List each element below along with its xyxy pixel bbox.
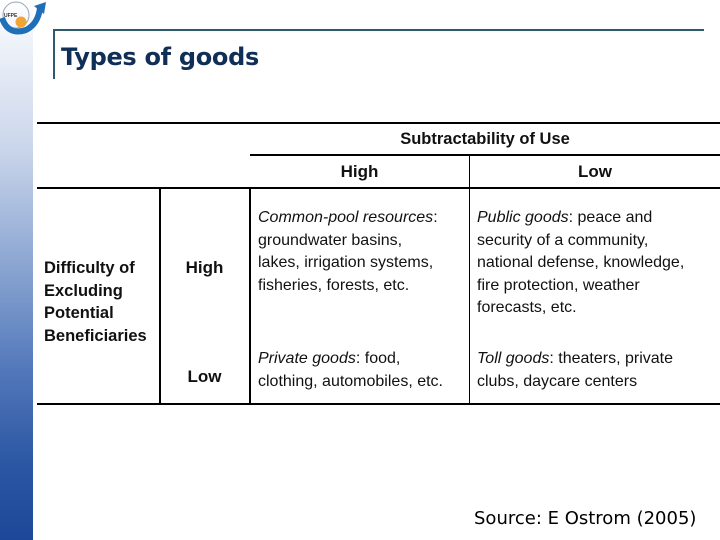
cell-public-goods: Public goods: peace and security of a co… [477,209,685,316]
cell-private-goods: Private goods: food, clothing, automobil… [258,350,443,390]
source-citation: Source: E Ostrom (2005) [474,508,697,529]
cell-common-pool-resources: Common-pool resources: groundwater basin… [258,209,438,294]
row-group-header: Difficulty of Excluding Potential Benefi… [44,259,147,345]
row-header-divider [159,187,161,404]
header-bottom-border [37,187,720,189]
row-body-divider [249,187,251,404]
column-header-high: High [340,162,379,181]
table-top-border [37,122,720,124]
sidebar-gradient-bar [0,0,33,540]
row-header-low: Low [187,367,222,386]
svg-text:UFPE: UFPE [4,13,18,19]
table-bottom-border [37,403,720,405]
cell-toll-goods: Toll goods: theaters, private clubs, day… [477,350,673,390]
slide-title: Types of goods [61,43,259,71]
column-divider [469,155,470,404]
column-group-header: Subtractability of Use [400,130,570,148]
title-bracket [53,29,704,79]
column-header-low: Low [578,162,612,181]
university-logo-icon: UFPE [0,1,46,35]
row-header-high: High [185,258,224,277]
subheader-border [250,154,720,156]
